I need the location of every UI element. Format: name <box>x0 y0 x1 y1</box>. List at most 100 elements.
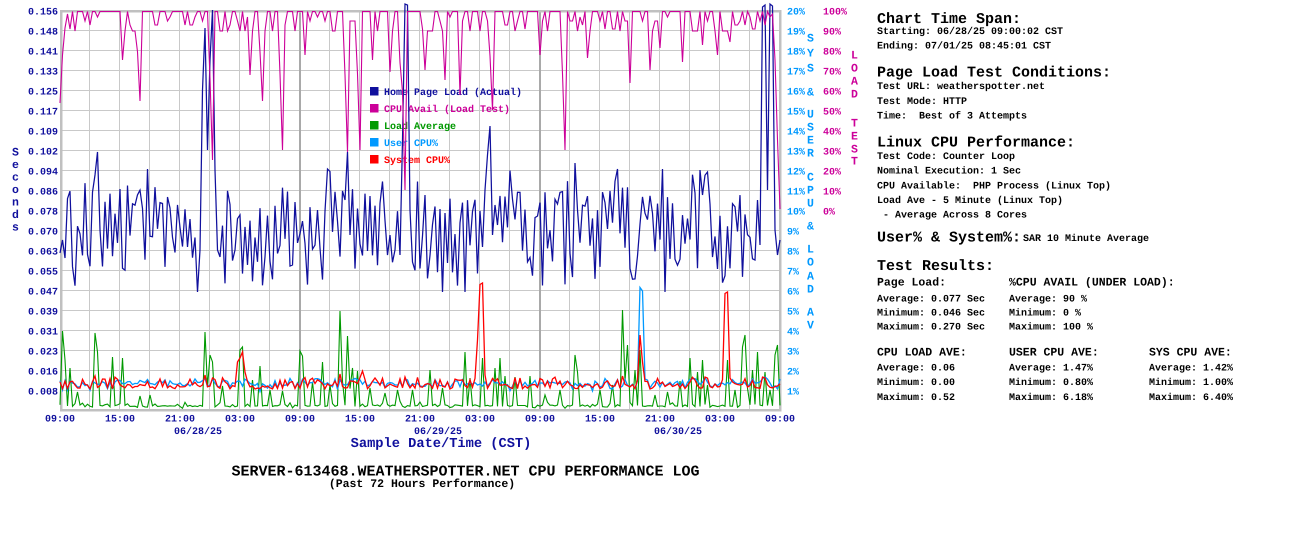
svg-text:%CPU AVAIL (UNDER LOAD):: %CPU AVAIL (UNDER LOAD): <box>1009 277 1175 290</box>
svg-text:CPU Avail (Load Test): CPU Avail (Load Test) <box>384 104 510 116</box>
svg-text:3%: 3% <box>787 348 799 359</box>
svg-text:User CPU%: User CPU% <box>384 139 438 150</box>
svg-text:09:00: 09:00 <box>45 415 75 426</box>
svg-text:0.086: 0.086 <box>28 188 58 199</box>
svg-text:03:00: 03:00 <box>705 415 735 426</box>
svg-text:16%: 16% <box>787 88 805 99</box>
svg-text:Chart Time Span:: Chart Time Span: <box>877 11 1021 28</box>
svg-text:T: T <box>851 156 858 169</box>
svg-text:100%: 100% <box>823 8 847 19</box>
svg-text:11%: 11% <box>787 188 805 199</box>
svg-text:21:00: 21:00 <box>645 415 675 426</box>
svg-text:9%: 9% <box>787 228 799 239</box>
svg-text:Load Average: Load Average <box>384 121 456 133</box>
svg-text:&: & <box>807 87 814 100</box>
svg-text:Average: 90 %: Average: 90 % <box>1009 294 1087 305</box>
svg-text:13%: 13% <box>787 148 805 159</box>
svg-text:2%: 2% <box>787 368 799 379</box>
svg-text:U: U <box>807 109 814 122</box>
svg-text:06/29/25: 06/29/25 <box>414 426 462 438</box>
svg-text:17%: 17% <box>787 68 805 79</box>
svg-text:D: D <box>851 89 858 102</box>
svg-text:20%: 20% <box>823 168 841 179</box>
svg-text:Linux CPU Performance:: Linux CPU Performance: <box>877 135 1075 152</box>
svg-text:0.148: 0.148 <box>28 28 58 39</box>
svg-text:d: d <box>12 209 19 222</box>
svg-text:7%: 7% <box>787 268 799 279</box>
svg-text:Sample Date/Time (CST): Sample Date/Time (CST) <box>351 437 532 452</box>
svg-text:Minimum: 1.00%: Minimum: 1.00% <box>1149 377 1233 389</box>
svg-text:S: S <box>851 144 858 157</box>
svg-text:Average: 0.06: Average: 0.06 <box>877 364 955 375</box>
svg-text:15:00: 15:00 <box>585 415 615 426</box>
svg-text:c: c <box>12 172 19 185</box>
svg-text:0.016: 0.016 <box>28 368 58 379</box>
svg-text:Time: Best of 3 Attempts: Time: Best of 3 Attempts <box>877 111 1027 123</box>
svg-text:Maximum: 0.270 Sec: Maximum: 0.270 Sec <box>877 322 985 334</box>
svg-text:0.070: 0.070 <box>28 228 58 239</box>
svg-text:0.063: 0.063 <box>28 248 58 259</box>
svg-text:0.133: 0.133 <box>28 68 58 79</box>
svg-text:Maximum: 0.52: Maximum: 0.52 <box>877 392 955 404</box>
svg-text:System CPU%: System CPU% <box>384 156 450 167</box>
svg-text:50%: 50% <box>823 108 841 119</box>
svg-text:CPU LOAD AVE:: CPU LOAD AVE: <box>877 347 967 360</box>
svg-text:- Average Across 8 Cores: - Average Across 8 Cores <box>877 211 1027 222</box>
svg-text:o: o <box>12 184 19 197</box>
svg-text:Minimum: 0.046 Sec: Minimum: 0.046 Sec <box>877 308 985 320</box>
svg-text:03:00: 03:00 <box>465 415 495 426</box>
svg-text:09:00: 09:00 <box>525 415 555 426</box>
svg-text:CPU Available: PHP Process (L: CPU Available: PHP Process (Linux Top) <box>877 180 1111 192</box>
svg-text:15:00: 15:00 <box>105 415 135 426</box>
svg-text:09:00: 09:00 <box>765 415 795 426</box>
svg-text:Minimum: 0.00: Minimum: 0.00 <box>877 377 955 389</box>
svg-text:Starting: 06/28/25 09:00:02 CS: Starting: 06/28/25 09:00:02 CST <box>877 26 1063 38</box>
svg-text:0.055: 0.055 <box>28 268 58 279</box>
svg-text:8%: 8% <box>787 248 799 259</box>
svg-text:Page Load Test Conditions:: Page Load Test Conditions: <box>877 65 1111 82</box>
svg-text:O: O <box>851 63 858 76</box>
svg-text:20%: 20% <box>787 8 805 19</box>
svg-text:S: S <box>807 33 814 46</box>
svg-text:0.047: 0.047 <box>28 288 58 299</box>
svg-text:60%: 60% <box>823 88 841 99</box>
svg-text:L: L <box>851 50 858 63</box>
svg-text:SYS CPU AVE:: SYS CPU AVE: <box>1149 347 1232 360</box>
svg-text:Y: Y <box>807 48 814 61</box>
svg-text:L: L <box>807 244 814 257</box>
svg-text:0.078: 0.078 <box>28 208 58 219</box>
svg-text:09:00: 09:00 <box>285 415 315 426</box>
svg-text:0.156: 0.156 <box>28 8 58 19</box>
svg-text:Maximum: 6.40%: Maximum: 6.40% <box>1149 392 1233 404</box>
svg-text:90%: 90% <box>823 28 841 39</box>
svg-text:12%: 12% <box>787 168 805 179</box>
svg-text:0.109: 0.109 <box>28 128 58 139</box>
svg-text:Average: 1.42%: Average: 1.42% <box>1149 364 1233 375</box>
svg-text:s: s <box>12 222 19 235</box>
svg-text:0.094: 0.094 <box>28 168 58 179</box>
svg-text:A: A <box>807 307 814 320</box>
svg-text:0%: 0% <box>823 208 835 219</box>
svg-text:40%: 40% <box>823 128 841 139</box>
svg-text:(Past 72 Hours Performance): (Past 72 Hours Performance) <box>329 478 515 491</box>
svg-text:15:00: 15:00 <box>345 415 375 426</box>
svg-text:06/28/25: 06/28/25 <box>174 426 222 438</box>
svg-text:Minimum: 0 %: Minimum: 0 % <box>1009 308 1081 320</box>
svg-text:0.102: 0.102 <box>28 148 58 159</box>
svg-text:R: R <box>807 148 814 161</box>
svg-text:Average: 0.077 Sec: Average: 0.077 Sec <box>877 294 985 305</box>
svg-text:Average: 1.47%: Average: 1.47% <box>1009 364 1093 375</box>
svg-text:03:00: 03:00 <box>225 415 255 426</box>
svg-text:0.023: 0.023 <box>28 348 58 359</box>
svg-text:18%: 18% <box>787 48 805 59</box>
svg-text:User% & System%:: User% & System%: <box>877 230 1021 247</box>
svg-text:10%: 10% <box>823 188 841 199</box>
svg-text:C: C <box>807 172 814 185</box>
svg-text:21:00: 21:00 <box>405 415 435 426</box>
svg-text:SERVER-613468.WEATHERSPOTTER.N: SERVER-613468.WEATHERSPOTTER.NET CPU PER… <box>231 463 699 480</box>
svg-text:S: S <box>12 147 19 160</box>
svg-text:0.141: 0.141 <box>28 48 58 59</box>
svg-text:Test Mode: HTTP: Test Mode: HTTP <box>877 96 967 108</box>
svg-text:Test Results:: Test Results: <box>877 258 994 275</box>
svg-text:D: D <box>807 284 814 297</box>
